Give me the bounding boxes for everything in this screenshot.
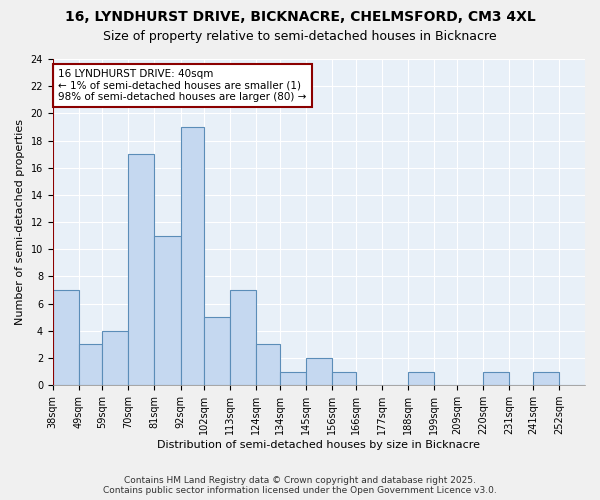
Bar [53,290,79,385]
Bar [280,372,306,385]
Bar [181,127,204,385]
Bar [79,344,103,385]
Text: 16, LYNDHURST DRIVE, BICKNACRE, CHELMSFORD, CM3 4XL: 16, LYNDHURST DRIVE, BICKNACRE, CHELMSFO… [65,10,535,24]
Bar [483,372,509,385]
Bar [256,344,280,385]
Text: Contains HM Land Registry data © Crown copyright and database right 2025.
Contai: Contains HM Land Registry data © Crown c… [103,476,497,495]
Bar [230,290,256,385]
Bar [306,358,332,385]
Bar [204,318,230,385]
Bar [103,331,128,385]
Bar [128,154,154,385]
Bar [332,372,356,385]
Text: 16 LYNDHURST DRIVE: 40sqm
← 1% of semi-detached houses are smaller (1)
98% of se: 16 LYNDHURST DRIVE: 40sqm ← 1% of semi-d… [58,69,307,102]
Bar [154,236,181,385]
Y-axis label: Number of semi-detached properties: Number of semi-detached properties [15,119,25,325]
X-axis label: Distribution of semi-detached houses by size in Bicknacre: Distribution of semi-detached houses by … [157,440,481,450]
Bar [533,372,559,385]
Text: Size of property relative to semi-detached houses in Bicknacre: Size of property relative to semi-detach… [103,30,497,43]
Bar [407,372,434,385]
